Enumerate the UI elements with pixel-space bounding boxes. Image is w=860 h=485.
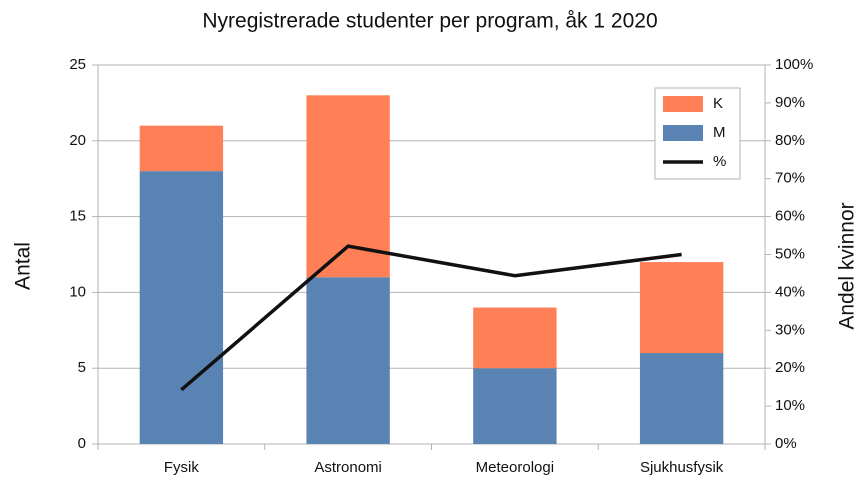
y-tick-label: 5	[78, 359, 86, 376]
bar-segment	[473, 307, 557, 369]
bar-segment	[639, 353, 724, 444]
y2-tick-label: 30%	[775, 321, 805, 338]
y2-tick-label: 10%	[775, 397, 805, 414]
legend-label: K	[713, 95, 723, 112]
y2-tick-label: 50%	[775, 245, 805, 262]
y-tick-label: 10	[69, 283, 86, 300]
y-tick-label: 0	[78, 435, 86, 452]
line-series	[180, 244, 682, 392]
legend-swatch	[663, 125, 703, 141]
x-tick-label: Meteorologi	[476, 459, 554, 476]
y-tick-label: 20	[69, 132, 86, 149]
bar-segment	[306, 277, 390, 444]
y2-tick-label: 100%	[775, 56, 813, 73]
y2-tick-label: 60%	[775, 208, 805, 225]
y-tick-label: 15	[69, 208, 86, 225]
chart-title: Nyregistrerade studenter per program, åk…	[202, 10, 657, 33]
y2-axis-label: Andel kvinnor	[836, 202, 859, 329]
bar-segment	[139, 125, 224, 172]
y2-tick-label: 90%	[775, 94, 805, 111]
x-tick-label: Astronomi	[314, 459, 382, 476]
x-tick-label: Sjukhusfysik	[640, 459, 724, 476]
legend-swatch	[663, 96, 703, 112]
bar-segment	[473, 368, 557, 444]
y2-tick-label: 0%	[775, 435, 797, 452]
y2-tick-label: 70%	[775, 170, 805, 187]
legend-label: %	[713, 153, 726, 170]
legend-label: M	[713, 124, 726, 141]
y2-tick-label: 40%	[775, 283, 805, 300]
y2-tick-label: 80%	[775, 132, 805, 149]
y2-tick-label: 20%	[775, 359, 805, 376]
bar-segment	[139, 171, 224, 444]
y-axis-label: Antal	[12, 242, 35, 290]
x-tick-label: Fysik	[164, 459, 199, 476]
bar-segment	[639, 262, 724, 354]
y-tick-label: 25	[69, 56, 86, 73]
